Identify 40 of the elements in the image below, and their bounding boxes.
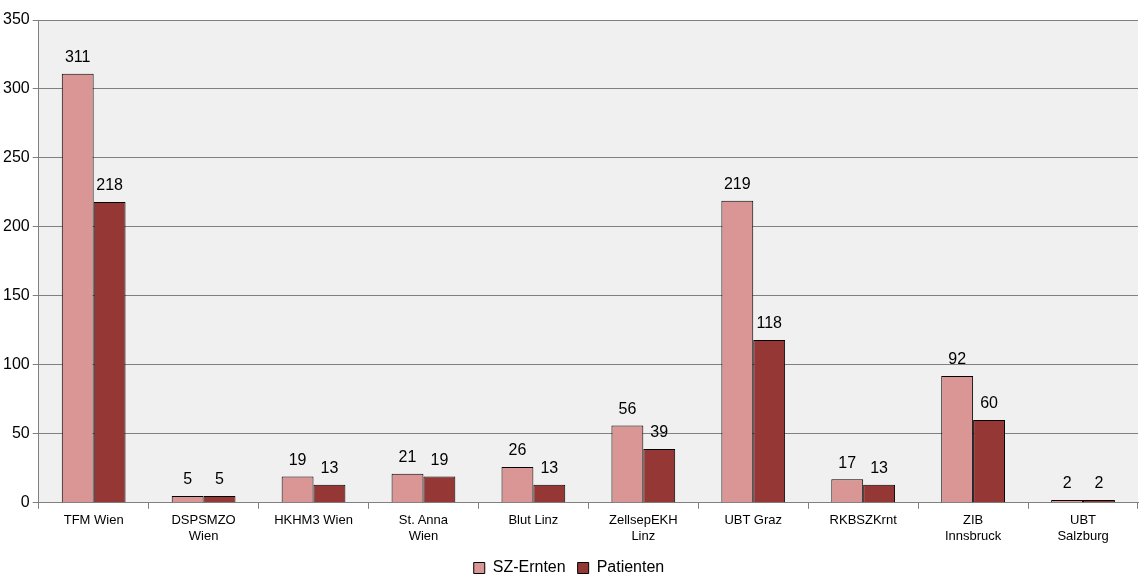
data-label: 13 — [870, 459, 889, 477]
legend-label: SZ-Ernten — [492, 558, 566, 576]
y-tick-label: 100 — [2, 355, 30, 373]
x-tick-label: DSPSMZO Wien — [171, 512, 236, 543]
data-label: 17 — [838, 453, 857, 471]
y-tick-label: 350 — [2, 10, 30, 28]
data-label: 92 — [948, 350, 967, 368]
data-label: 218 — [96, 176, 124, 194]
data-label: 60 — [980, 394, 999, 412]
x-tick-label: UBT Graz — [724, 512, 783, 528]
x-tick-label: ZIB Innsbruck — [944, 512, 1002, 543]
y-tick-label: 150 — [2, 286, 30, 304]
data-label: 219 — [723, 175, 751, 193]
legend-label: Patienten — [596, 558, 665, 576]
x-tick-label: ZellsepEKH Linz — [608, 512, 678, 543]
data-label: 118 — [756, 314, 783, 332]
data-label: 13 — [540, 459, 559, 477]
y-tick-label: 50 — [11, 424, 30, 442]
data-label: 5 — [183, 470, 193, 488]
x-tick-label: HKHM3 Wien — [274, 512, 353, 528]
x-tick-label: TFM Wien — [63, 512, 124, 528]
x-tick-label: UBT Salzburg — [1057, 512, 1109, 543]
data-label: 5 — [215, 470, 225, 488]
data-label: 39 — [650, 423, 669, 441]
y-tick-label: 250 — [2, 148, 30, 166]
x-tick-label: St. Anna Wien — [398, 512, 449, 543]
data-label: 19 — [288, 451, 307, 468]
y-tick-label: 0 — [20, 493, 30, 511]
x-tick-label: RKBSZKrnt — [829, 512, 898, 528]
y-tick-label: 200 — [2, 217, 30, 235]
data-label: 19 — [430, 451, 449, 468]
data-label: 2 — [1094, 474, 1104, 492]
x-tick-label: Blut Linz — [508, 512, 559, 528]
data-label: 13 — [320, 459, 339, 477]
data-label: 26 — [508, 441, 527, 459]
data-label: 21 — [398, 448, 417, 466]
y-tick-label: 300 — [2, 79, 30, 97]
data-label: 56 — [618, 399, 637, 417]
data-label: 311 — [64, 48, 91, 66]
data-label: 2 — [1062, 474, 1072, 492]
